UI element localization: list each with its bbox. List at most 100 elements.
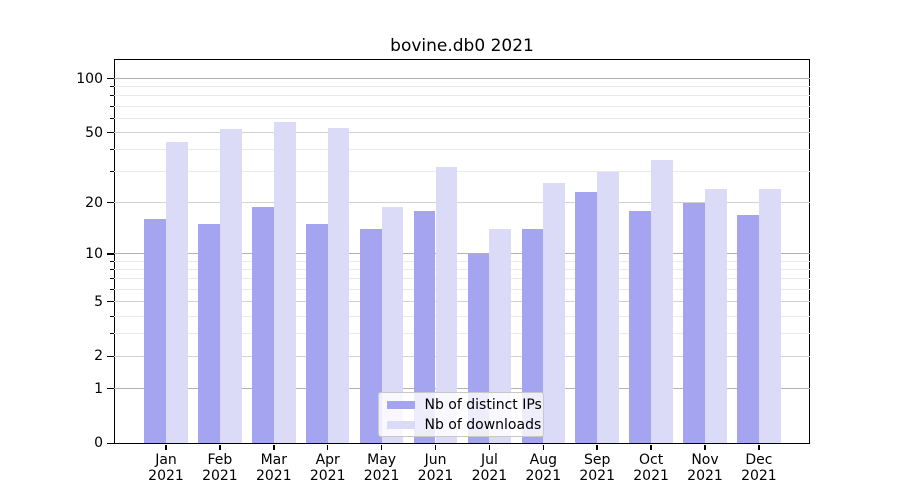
plot-frame bbox=[114, 59, 810, 444]
y-minor-tick-60 bbox=[110, 117, 114, 119]
gridline-minor-90 bbox=[114, 86, 810, 88]
y-tick-5 bbox=[107, 300, 114, 303]
x-axis-label-month-jul: Jul bbox=[480, 452, 498, 468]
bar-nb-of-downloads-apr bbox=[327, 128, 350, 444]
bar-nb-of-downloads-nov bbox=[705, 188, 727, 444]
x-axis-label-month-may: May bbox=[367, 452, 397, 468]
y-minor-tick-7 bbox=[110, 278, 114, 280]
x-axis-label-jan: Jan 2021 bbox=[134, 452, 198, 484]
bar-nb-of-downloads-feb bbox=[219, 129, 242, 444]
gridline-1 bbox=[114, 388, 810, 389]
bar-nb-of-downloads-mar bbox=[273, 122, 296, 444]
gridline-minor-3 bbox=[114, 333, 810, 335]
x-axis-label-year-mar: 2021 bbox=[255, 467, 292, 484]
chart-title: bovine.db0 2021 bbox=[390, 36, 534, 56]
gridline-minor-70 bbox=[114, 105, 810, 107]
legend-item-downloads: Nb of downloads bbox=[379, 416, 543, 433]
gridline-20 bbox=[114, 202, 810, 204]
gridline-minor-30 bbox=[114, 171, 810, 173]
bar-nb-of-distinct-ips-dec bbox=[737, 214, 759, 444]
x-tick-jan bbox=[165, 444, 167, 450]
x-axis-label-month-jun: Jun bbox=[424, 452, 447, 468]
x-axis-label-apr: Apr 2021 bbox=[296, 452, 360, 484]
y-axis-label-2: 2 bbox=[94, 348, 103, 365]
x-tick-feb bbox=[219, 444, 221, 450]
x-tick-apr bbox=[326, 444, 329, 450]
x-axis-label-year-oct: 2021 bbox=[633, 467, 669, 484]
bar-nb-of-distinct-ips-feb bbox=[198, 224, 220, 444]
x-axis-label-year-aug: 2021 bbox=[525, 467, 562, 484]
bar-nb-of-downloads-dec bbox=[758, 188, 781, 444]
x-tick-may bbox=[380, 444, 383, 450]
x-axis-label-month-mar: Mar bbox=[260, 452, 287, 468]
x-tick-jul bbox=[488, 444, 491, 450]
gridline-50 bbox=[114, 132, 810, 134]
bar-nb-of-distinct-ips-aug bbox=[521, 229, 544, 444]
x-tick-mar bbox=[273, 444, 275, 450]
x-axis-label-nov: Nov 2021 bbox=[673, 452, 737, 484]
x-axis-label-dec: Dec 2021 bbox=[727, 452, 791, 484]
y-minor-tick-40 bbox=[110, 149, 114, 151]
legend: Nb of distinct IPs Nb of downloads bbox=[377, 392, 544, 437]
y-tick-50 bbox=[107, 131, 114, 134]
y-axis-label-10: 10 bbox=[85, 245, 103, 262]
bar-nb-of-downloads-jul bbox=[489, 229, 512, 444]
x-axis-label-may: May 2021 bbox=[350, 452, 414, 484]
x-tick-aug bbox=[542, 444, 545, 450]
y-minor-tick-80 bbox=[110, 95, 114, 97]
gridline-minor-8 bbox=[114, 269, 810, 271]
y-axis-label-0: 0 bbox=[94, 435, 103, 452]
x-axis-label-month-feb: Feb bbox=[207, 452, 233, 468]
x-axis-label-jun: Jun 2021 bbox=[404, 452, 468, 484]
x-axis-label-month-apr: Apr bbox=[315, 452, 340, 468]
bar-nb-of-distinct-ips-apr bbox=[305, 224, 328, 444]
x-axis-label-feb: Feb 2021 bbox=[188, 452, 252, 484]
y-tick-0 bbox=[107, 442, 114, 445]
gridline-minor-9 bbox=[114, 260, 810, 262]
y-axis-label-20: 20 bbox=[85, 194, 103, 211]
bar-nb-of-downloads-jun bbox=[435, 166, 458, 444]
bar-nb-of-distinct-ips-mar bbox=[252, 206, 274, 444]
x-axis-label-jul: Jul 2021 bbox=[457, 452, 521, 484]
y-tick-1 bbox=[107, 387, 114, 390]
x-tick-sep bbox=[596, 444, 598, 450]
gridline-minor-40 bbox=[114, 149, 810, 151]
bar-nb-of-distinct-ips-oct bbox=[629, 210, 652, 444]
y-tick-100 bbox=[107, 77, 114, 80]
x-axis-label-oct: Oct 2021 bbox=[619, 452, 683, 484]
y-minor-tick-6 bbox=[110, 288, 114, 290]
bar-nb-of-downloads-may bbox=[381, 206, 404, 444]
y-axis-label-100: 100 bbox=[76, 70, 103, 87]
bar-nb-of-distinct-ips-nov bbox=[683, 202, 705, 444]
gridline-10 bbox=[114, 253, 810, 255]
bar-nb-of-distinct-ips-jan bbox=[144, 219, 166, 444]
y-tick-20 bbox=[107, 201, 114, 204]
gridline-2 bbox=[114, 355, 810, 357]
y-minor-tick-3 bbox=[110, 333, 114, 335]
x-axis-label-month-oct: Oct bbox=[638, 452, 664, 468]
gridline-minor-4 bbox=[114, 315, 810, 317]
x-axis-label-month-sep: Sep bbox=[583, 452, 611, 468]
y-axis-label-1: 1 bbox=[94, 380, 103, 397]
y-tick-2 bbox=[107, 355, 114, 358]
x-tick-oct bbox=[650, 444, 652, 450]
x-axis-label-mar: Mar 2021 bbox=[242, 452, 306, 484]
y-minor-tick-4 bbox=[110, 315, 114, 317]
x-axis-label-year-jul: 2021 bbox=[471, 467, 508, 484]
bar-nb-of-distinct-ips-sep bbox=[575, 192, 598, 444]
x-axis-label-year-sep: 2021 bbox=[579, 467, 615, 484]
x-axis-label-year-may: 2021 bbox=[363, 467, 400, 484]
x-axis-label-aug: Aug 2021 bbox=[511, 452, 575, 484]
y-tick-10 bbox=[107, 253, 114, 255]
y-minor-tick-30 bbox=[110, 171, 114, 173]
x-axis-label-year-jan: 2021 bbox=[148, 467, 184, 484]
x-axis-label-year-apr: 2021 bbox=[309, 467, 346, 484]
bar-nb-of-downloads-sep bbox=[597, 171, 619, 444]
legend-swatch-downloads-icon bbox=[386, 420, 415, 429]
y-minor-tick-90 bbox=[110, 86, 114, 88]
legend-label-downloads: Nb of downloads bbox=[424, 416, 542, 433]
x-axis-label-month-jan: Jan bbox=[155, 452, 177, 468]
y-axis-label-5: 5 bbox=[94, 293, 103, 310]
gridline-100 bbox=[114, 78, 810, 79]
